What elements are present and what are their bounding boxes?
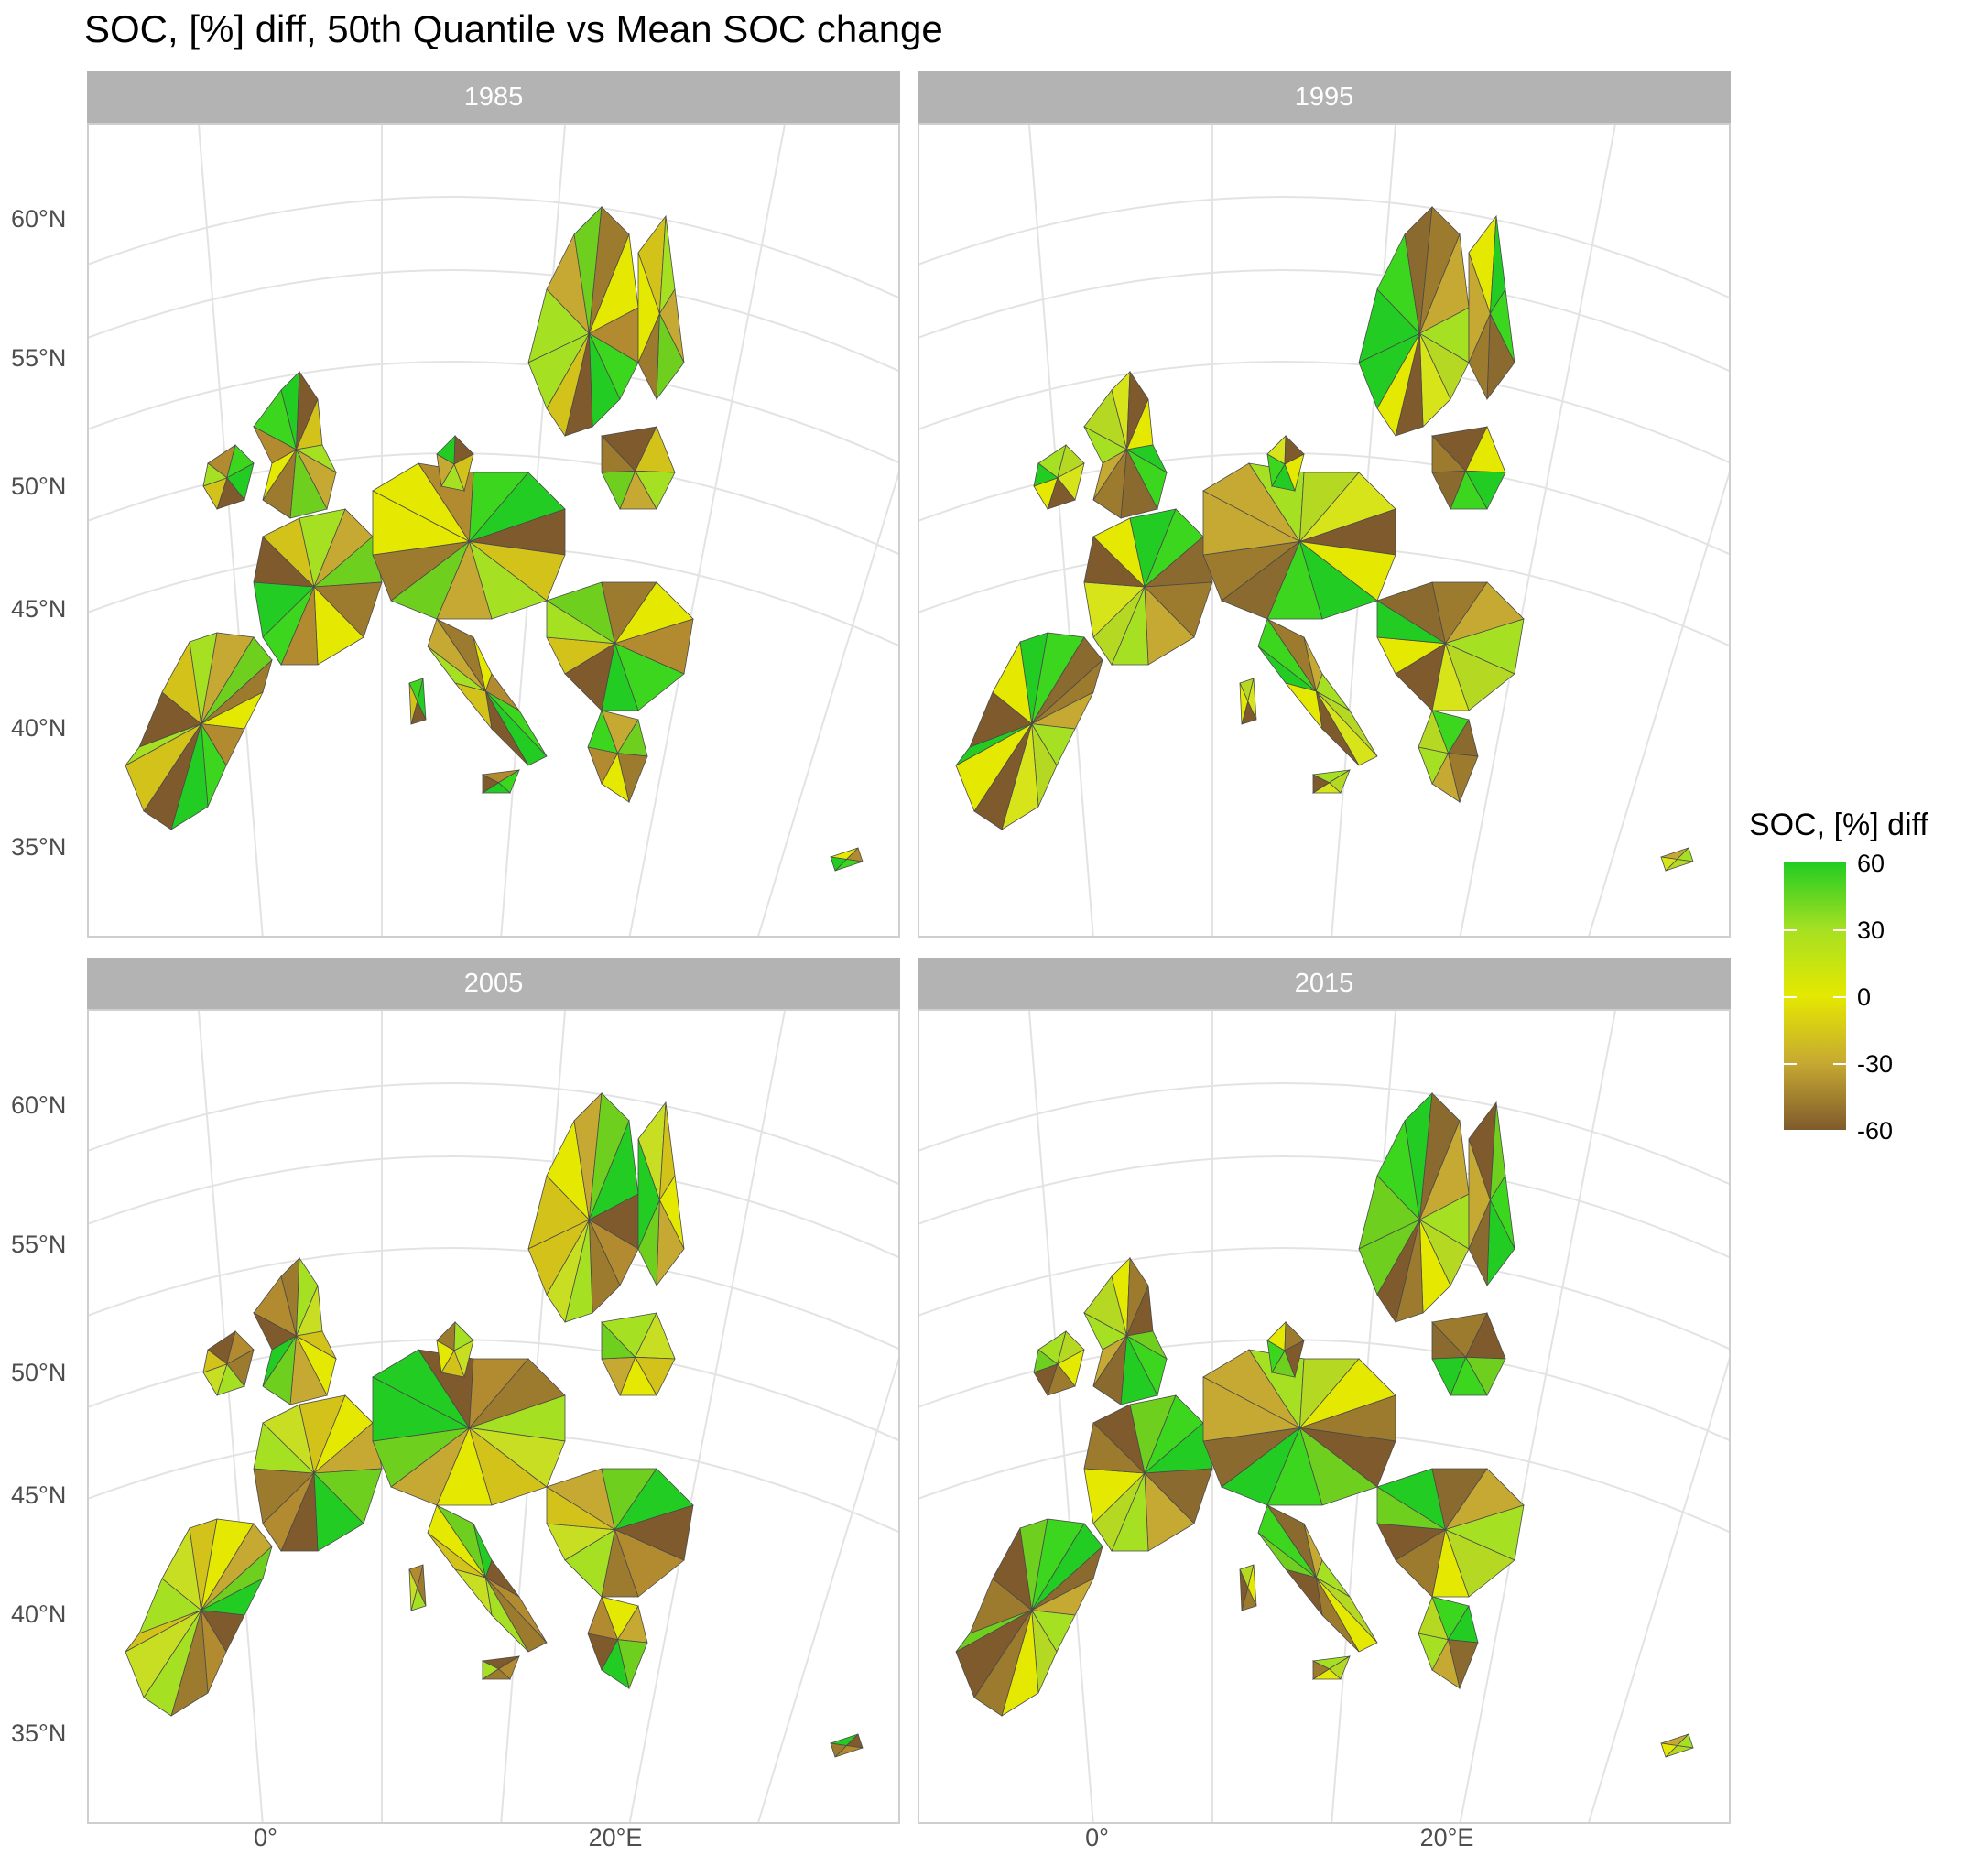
map-region: [427, 1504, 486, 1579]
map-region: [1092, 1472, 1146, 1552]
map-region: [1202, 490, 1301, 556]
map-region: [1312, 1660, 1331, 1680]
map-region: [482, 774, 500, 794]
map-region: [955, 723, 1032, 766]
map-plot-area[interactable]: [918, 123, 1731, 938]
map-region: [1358, 1219, 1421, 1296]
map-region: [253, 426, 298, 464]
map-region: [546, 600, 615, 645]
map-region: [587, 1595, 619, 1641]
map-region: [1468, 1138, 1491, 1250]
legend-tick-label: 0: [1857, 983, 1872, 1011]
map-region: [601, 1321, 636, 1360]
x-tick-label: 0°: [1085, 1824, 1109, 1851]
map-region: [1266, 453, 1286, 488]
legend-tick-mark: [1784, 929, 1797, 931]
map-region: [372, 490, 471, 556]
legend-tick-mark: [1784, 1063, 1797, 1065]
map-region: [1239, 682, 1249, 725]
map-plot-area[interactable]: [87, 1009, 900, 1824]
map-region: [1257, 1504, 1317, 1579]
x-tick-label: 0°: [254, 1824, 277, 1851]
y-tick-label: 40°N: [11, 1600, 67, 1628]
map-region: [637, 252, 660, 363]
map-region: [202, 462, 228, 487]
y-tick-label: 50°N: [11, 1359, 67, 1386]
map-region: [427, 618, 486, 692]
y-tick-label: 60°N: [11, 205, 67, 233]
map-region: [1239, 1568, 1249, 1611]
map-region: [408, 682, 418, 725]
y-tick-label: 45°N: [11, 1481, 67, 1509]
graticule: [89, 1011, 898, 1822]
map-region: [830, 1742, 848, 1758]
map-region: [955, 1610, 1032, 1653]
map-region: [1418, 709, 1450, 754]
chart-title: SOC, [%] diff, 50th Quantile vs Mean SOC…: [84, 7, 943, 50]
facet-strip-label: 1985: [87, 71, 900, 123]
legend-tick-label: -60: [1857, 1117, 1894, 1145]
map-region: [830, 856, 848, 872]
map-region: [436, 1340, 455, 1374]
map-region: [527, 1219, 591, 1296]
map-region: [253, 1312, 298, 1351]
map-region: [125, 723, 201, 766]
map-region: [1376, 1486, 1446, 1531]
map-region: [1266, 1340, 1286, 1374]
map-region: [587, 709, 619, 754]
map-region: [1083, 1312, 1128, 1351]
map-region: [1660, 856, 1678, 872]
map-region: [1468, 252, 1491, 363]
map-region: [1312, 774, 1331, 794]
legend-tick-label: 60: [1857, 850, 1885, 877]
map-region: [527, 332, 591, 409]
map-plot-area[interactable]: [918, 1009, 1731, 1824]
y-tick-label: 50°N: [11, 472, 67, 500]
facet-strip-label: 2015: [918, 958, 1731, 1009]
map-region: [125, 1610, 201, 1653]
map-region: [1376, 600, 1446, 645]
map-region: [1418, 1595, 1450, 1641]
map-region: [1358, 332, 1421, 409]
legend-tick-mark: [1833, 1063, 1846, 1065]
map-region: [1083, 426, 1128, 464]
map-region: [262, 586, 315, 666]
map-region: [546, 1486, 615, 1531]
legend-title: SOC, [%] diff: [1749, 808, 1928, 842]
graticule: [89, 125, 898, 936]
map-region: [1033, 1349, 1059, 1373]
legend-tick-mark: [1833, 996, 1846, 998]
y-tick-label: 55°N: [11, 1231, 67, 1258]
map-region: [1431, 1321, 1467, 1360]
map-region: [202, 1349, 228, 1373]
facet-strip-label: 2005: [87, 958, 900, 1009]
map-region: [1202, 1376, 1301, 1442]
map-region: [601, 435, 636, 473]
facet-strip-label: 1995: [918, 71, 1731, 123]
map-region: [436, 453, 455, 488]
y-tick-label: 55°N: [11, 344, 67, 372]
y-tick-label: 40°N: [11, 714, 67, 742]
legend-tick-label: 30: [1857, 917, 1885, 944]
map-region: [1033, 462, 1059, 487]
y-tick-label: 35°N: [11, 1720, 67, 1747]
map-region: [1257, 618, 1317, 692]
map-region: [1092, 586, 1146, 666]
map-region: [1660, 1742, 1678, 1758]
x-tick-label: 20°E: [588, 1824, 643, 1851]
map-region: [262, 1472, 315, 1552]
map-region: [408, 1568, 418, 1611]
y-tick-label: 60°N: [11, 1091, 67, 1119]
map-region: [637, 1138, 660, 1250]
map-region: [372, 1376, 471, 1442]
map-region: [1431, 435, 1467, 473]
y-tick-label: 35°N: [11, 833, 67, 861]
legend-tick-label: -30: [1857, 1050, 1894, 1078]
legend-tick-mark: [1784, 996, 1797, 998]
y-tick-label: 45°N: [11, 595, 67, 623]
map-region: [482, 1660, 500, 1680]
map-plot-area[interactable]: [87, 123, 900, 938]
x-tick-label: 20°E: [1419, 1824, 1474, 1851]
legend-tick-mark: [1833, 929, 1846, 931]
